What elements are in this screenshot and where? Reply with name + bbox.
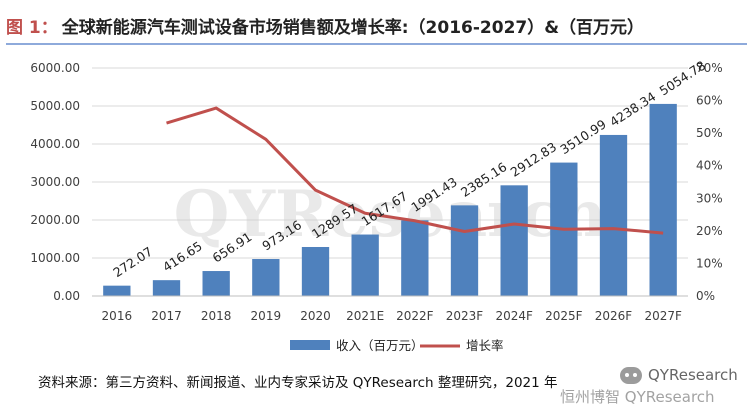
y-left-tick-label: 3000.00	[30, 175, 80, 189]
growth-rate-line	[166, 106, 664, 235]
bar-data-label: 5054.78	[657, 58, 709, 99]
y-left-tick-label: 1000.00	[30, 251, 80, 265]
wechat-logo-icon	[620, 367, 642, 384]
bar	[252, 259, 280, 296]
x-tick-label: 2025F	[545, 309, 583, 323]
y-left-tick-label: 0.00	[53, 289, 80, 303]
x-tick-label: 2023F	[446, 309, 484, 323]
figure-title: 图 1： 全球新能源汽车测试设备市场销售额及增长率:（2016-2027）&（百…	[6, 8, 644, 42]
bar-data-label: 272.07	[110, 244, 155, 280]
x-tick-label: 2017	[151, 309, 182, 323]
bar	[202, 271, 230, 296]
x-tick-label: 2021E	[346, 309, 384, 323]
figure-label: 图 1：	[6, 17, 58, 38]
bar	[351, 234, 379, 296]
watermark-caption: 恒州博智 QYResearch	[560, 388, 715, 406]
bar	[301, 246, 330, 296]
y-right-tick-label: 30%	[696, 191, 723, 205]
x-tick-label: 2027F	[644, 309, 682, 323]
legend-label-line: 增长率	[466, 338, 504, 353]
y-right-tick-label: 0%	[696, 289, 715, 303]
bar	[450, 205, 479, 296]
watermark-brand: QYResearch	[648, 366, 738, 384]
y-right-tick-label: 60%	[696, 94, 723, 108]
x-tick-label: 2018	[201, 309, 232, 323]
bar	[599, 134, 628, 296]
bar	[103, 285, 131, 296]
x-tick-label: 2016	[102, 309, 133, 323]
y-right-tick-label: 20%	[696, 224, 723, 238]
y-left-tick-label: 2000.00	[30, 213, 80, 227]
x-tick-label: 2022F	[396, 309, 434, 323]
y-left-tick-label: 6000.00	[30, 61, 80, 75]
x-tick-label: 2024F	[495, 309, 533, 323]
y-left-tick-label: 5000.00	[30, 99, 80, 113]
y-right-tick-label: 50%	[696, 126, 723, 140]
x-tick-label: 2020	[300, 309, 331, 323]
x-tick-label: 2026F	[595, 309, 633, 323]
x-tick-label: 2019	[251, 309, 282, 323]
source-note: 资料来源：第三方资料、新闻报道、业内专家采访及 QYResearch 整理研究，…	[38, 375, 558, 391]
chart: 0.00 1000.00 2000.00 3000.00 4000.00 5000.00 6…	[30, 58, 723, 353]
legend-swatch-bar	[290, 340, 330, 350]
y-right-tick-label: 40%	[696, 159, 723, 173]
bar	[500, 185, 528, 296]
bar	[152, 280, 181, 296]
title-divider	[6, 43, 747, 45]
y-right-tick-label: 70%	[696, 61, 723, 75]
bar	[401, 220, 429, 296]
chart-title: 全球新能源汽车测试设备市场销售额及增长率:（2016-2027）&（百万元）	[61, 17, 645, 38]
y-left-tick-label: 4000.00	[30, 137, 80, 151]
y-right-tick-label: 10%	[696, 256, 723, 270]
legend-label-bar: 收入（百万元）	[336, 338, 424, 353]
bar	[649, 103, 677, 296]
chart-watermark: QYResearch	[174, 177, 607, 252]
